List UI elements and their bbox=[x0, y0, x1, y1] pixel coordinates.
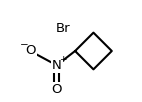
Text: +: + bbox=[59, 55, 66, 64]
Text: N: N bbox=[52, 59, 62, 72]
Text: O: O bbox=[25, 44, 36, 58]
Text: Br: Br bbox=[56, 22, 70, 35]
Text: −: − bbox=[20, 40, 29, 50]
Text: O: O bbox=[51, 83, 62, 96]
